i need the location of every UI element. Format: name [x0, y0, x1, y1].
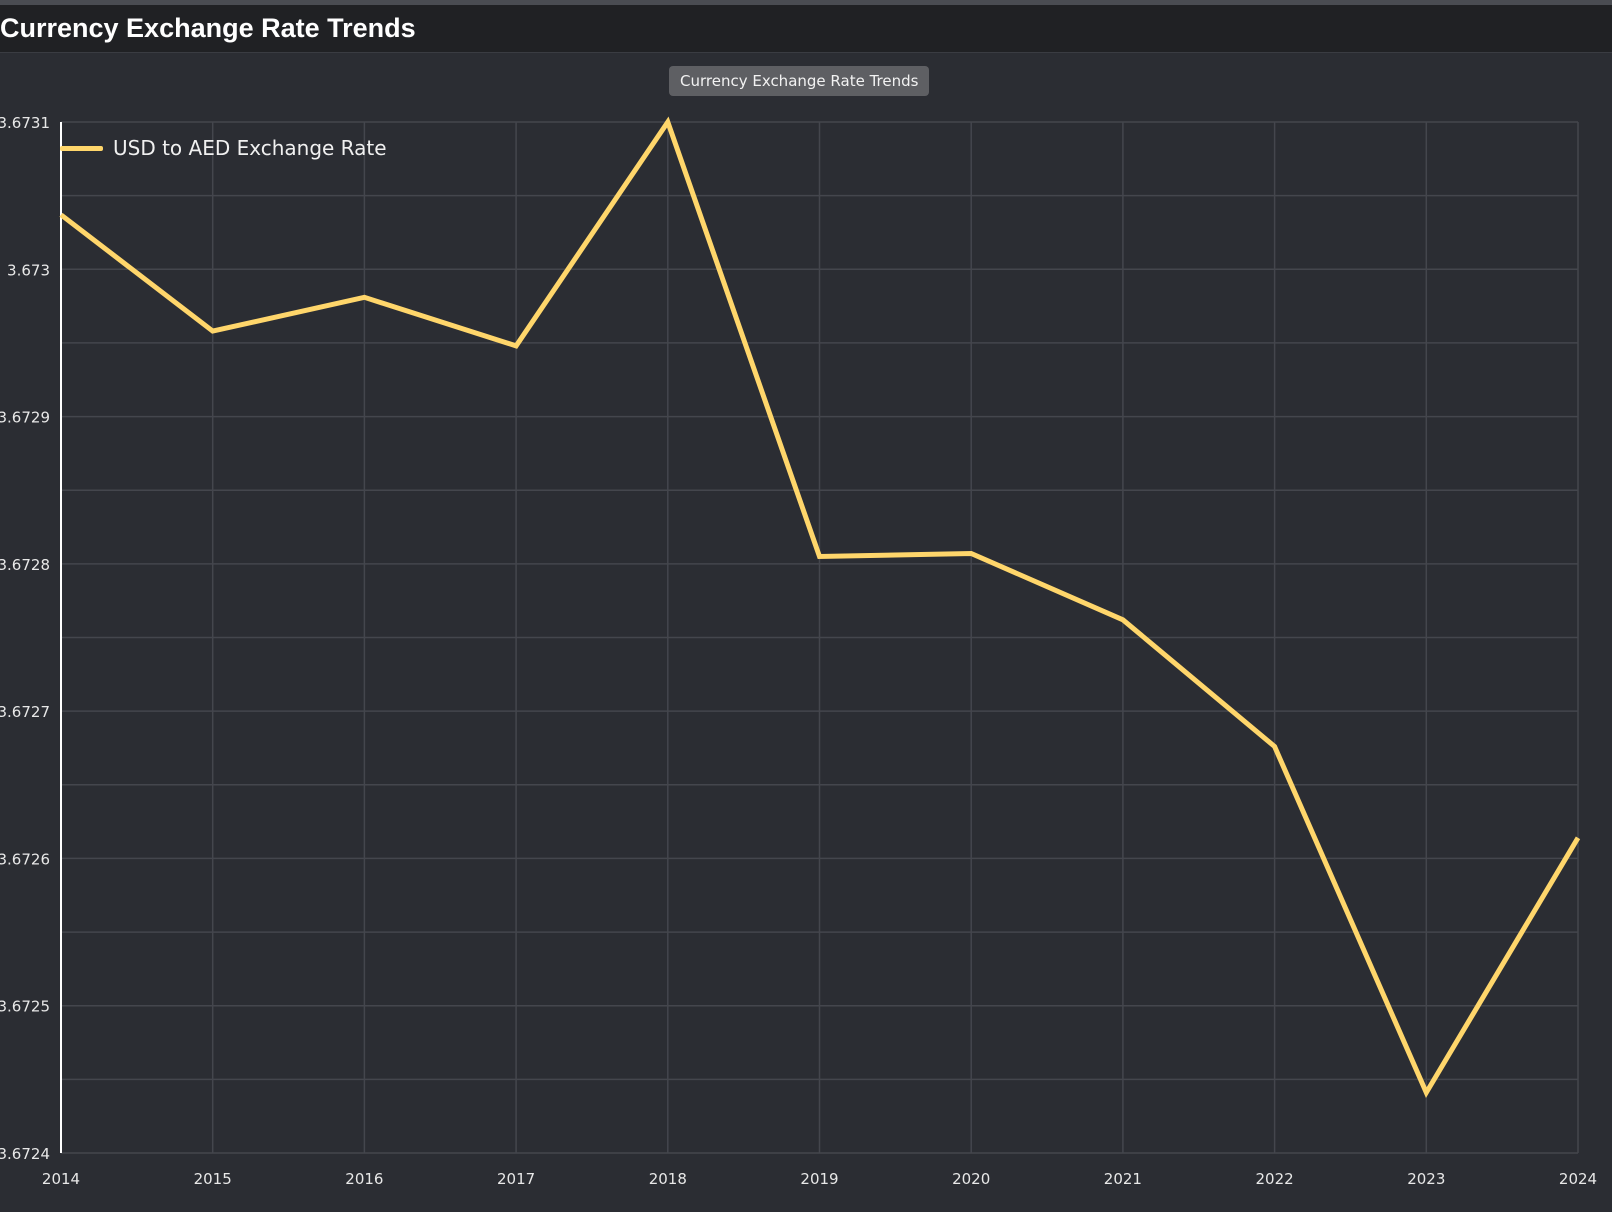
data-point[interactable] [510, 340, 522, 352]
page-title: Currency Exchange Rate Trends [0, 13, 416, 43]
y-tick-label: 3.6727 [0, 703, 50, 721]
y-tick-label: 3.6731 [0, 114, 50, 132]
tick-labels: 3.6724 3.6725 3.6726 3.6727 3.6728 3.6729 3.67… [0, 114, 1597, 1188]
y-tick-label: 3.6728 [0, 556, 50, 574]
data-point[interactable] [55, 209, 67, 221]
x-tick-label: 2022 [1256, 1170, 1294, 1188]
page-header: Currency Exchange Rate Trends [0, 5, 1612, 53]
x-tick-label: 2016 [345, 1170, 383, 1188]
x-tick-label: 2017 [497, 1170, 535, 1188]
legend-swatch [60, 145, 103, 151]
series-layer [55, 116, 1584, 1099]
chart-area: 3.6724 3.6725 3.6726 3.6727 3.6728 3.6729 3.67… [0, 54, 1612, 1212]
x-tick-label: 2014 [42, 1170, 80, 1188]
data-point[interactable] [1572, 832, 1584, 844]
series-line-usd-aed[interactable] [59, 116, 1581, 1099]
legend-item-usd-aed[interactable]: USD to AED Exchange Rate [113, 136, 387, 160]
y-tick-label: 3.6725 [0, 998, 50, 1016]
data-point[interactable] [965, 548, 977, 560]
window-top-bar [0, 0, 1612, 5]
chart-tooltip: Currency Exchange Rate Trends [669, 66, 930, 96]
x-tick-label: 2021 [1104, 1170, 1142, 1188]
line-chart: 3.6724 3.6725 3.6726 3.6727 3.6728 3.6729 3.67… [0, 114, 1597, 1188]
y-tick-label: 3.6729 [0, 409, 50, 427]
y-tick-label: 3.6726 [0, 850, 50, 868]
data-point[interactable] [1117, 614, 1129, 626]
y-tick-label: 3.6724 [0, 1145, 50, 1163]
x-tick-label: 2020 [952, 1170, 990, 1188]
data-point[interactable] [662, 116, 674, 128]
grid-lines [60, 121, 1579, 1154]
data-point[interactable] [814, 550, 826, 562]
x-tick-label: 2019 [800, 1170, 838, 1188]
x-tick-label: 2018 [649, 1170, 687, 1188]
data-point[interactable] [1269, 740, 1281, 752]
y-tick-label: 3.673 [7, 261, 50, 279]
data-point[interactable] [1420, 1087, 1432, 1099]
legend[interactable]: USD to AED Exchange Rate [60, 134, 387, 162]
x-tick-label: 2015 [194, 1170, 232, 1188]
data-point[interactable] [207, 325, 219, 337]
data-point[interactable] [358, 291, 370, 303]
x-tick-label: 2023 [1407, 1170, 1445, 1188]
x-tick-label: 2024 [1559, 1170, 1597, 1188]
